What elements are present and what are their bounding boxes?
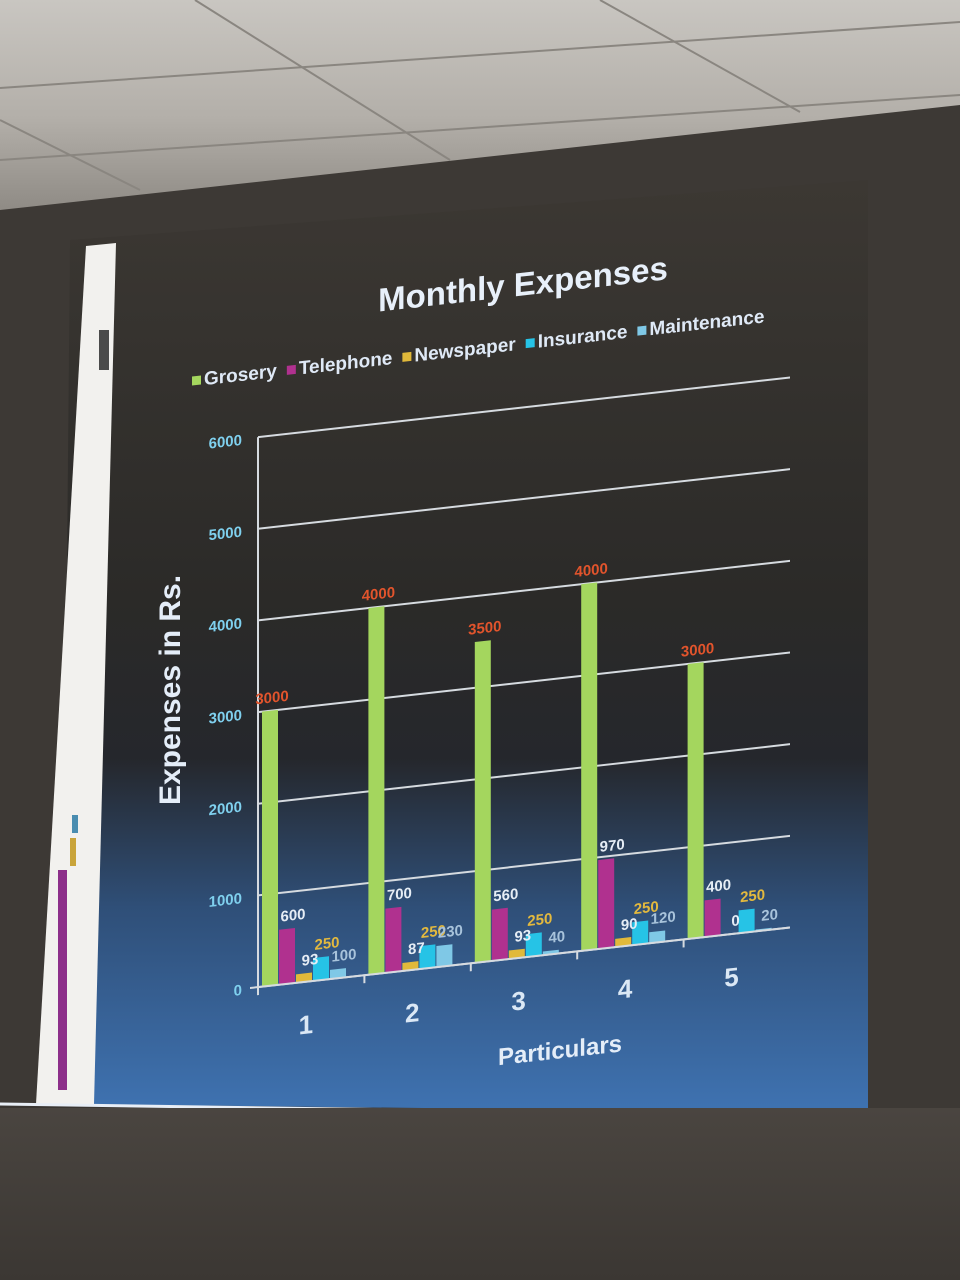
y-tick-label-6000: 6000 [209, 432, 242, 453]
value-labels: 3000600932501004000700872502303500560932… [255, 560, 778, 970]
legend-label-maintenance: Maintenance [649, 306, 764, 340]
value-label-insurance-2: 250 [421, 922, 446, 942]
bar-telephone-2 [385, 906, 402, 973]
value-label-insurance-4: 250 [634, 898, 659, 918]
legend-swatch-maintenance [637, 325, 647, 336]
legend-swatch-insurance [525, 338, 535, 349]
value-label-grosery-1: 3000 [255, 688, 288, 709]
legend-label-grosery: Grosery [204, 361, 277, 390]
gridline-6000 [258, 376, 790, 439]
x-axis-categories: 1 2 3 4 5 [250, 926, 790, 1041]
legend-swatch-telephone [286, 364, 296, 375]
bars [262, 582, 772, 987]
legend: Grosery Telephone Newspaper Insurance Mainte… [192, 306, 764, 390]
bar-grosery-4 [581, 582, 598, 951]
y-tick-label-3000: 3000 [209, 707, 242, 728]
value-label-maintenance-3: 40 [548, 928, 565, 947]
bar-telephone-1 [279, 927, 295, 985]
value-label-grosery-5: 3000 [681, 640, 714, 661]
value-label-telephone-2: 700 [387, 885, 412, 905]
value-label-maintenance-2: 230 [438, 922, 463, 942]
value-label-insurance-5: 250 [740, 886, 765, 906]
bar-grosery-1 [262, 709, 278, 987]
y-tick-label-5000: 5000 [209, 524, 242, 545]
legend-swatch-grosery [192, 375, 201, 386]
legend-label-insurance: Insurance [538, 322, 628, 353]
legend-label-telephone: Telephone [299, 348, 393, 379]
y-axis-title: Expenses in Rs. [154, 575, 187, 805]
x-axis-title: Particulars [498, 1030, 622, 1071]
bar-telephone-4 [598, 858, 615, 950]
gridline-2000 [258, 743, 790, 805]
bar-newspaper-2 [402, 961, 419, 971]
value-label-newspaper-2: 87 [408, 939, 425, 958]
bar-grosery-2 [368, 606, 385, 975]
value-label-newspaper-4: 90 [621, 915, 638, 934]
bar-maintenance-2 [436, 944, 453, 968]
value-label-grosery-4: 4000 [575, 560, 608, 581]
legend-swatch-newspaper [402, 351, 412, 362]
value-label-maintenance-5: 20 [761, 906, 778, 925]
value-label-newspaper-1: 93 [302, 951, 319, 970]
value-label-maintenance-1: 100 [331, 946, 356, 966]
bar-grosery-3 [474, 640, 491, 963]
bar-maintenance-1 [330, 968, 346, 980]
bar-newspaper-3 [508, 948, 525, 960]
bar-maintenance-4 [649, 930, 666, 944]
value-label-grosery-2: 4000 [362, 584, 395, 605]
x-category-label-1: 1 [299, 1009, 313, 1041]
y-tick-label-1000: 1000 [209, 890, 242, 911]
wall-below-screen [0, 1108, 960, 1280]
value-label-grosery-3: 3500 [468, 618, 501, 639]
y-tick-label-2000: 2000 [209, 799, 242, 820]
slide-side-strip [36, 243, 116, 1104]
chart-title: Monthly Expenses [378, 250, 668, 319]
bar-insurance-5 [738, 908, 755, 934]
gridline-3000 [258, 651, 790, 714]
value-label-telephone-4: 970 [600, 836, 625, 856]
gridlines [257, 376, 790, 989]
y-tick-label-4000: 4000 [209, 615, 242, 636]
x-category-label-5: 5 [724, 961, 738, 993]
gridline-4000 [258, 559, 790, 622]
ceiling-tile-grid [0, 0, 960, 191]
y-tick-label-0: 0 [234, 982, 242, 1000]
bar-insurance-4 [632, 920, 649, 946]
x-category-label-3: 3 [511, 985, 525, 1017]
bar-newspaper-4 [615, 937, 632, 948]
value-label-telephone-1: 600 [280, 906, 305, 926]
value-label-maintenance-4: 120 [651, 908, 676, 928]
bar-telephone-5 [704, 898, 721, 938]
value-label-telephone-3: 560 [493, 886, 518, 906]
value-label-newspaper-3: 93 [514, 927, 531, 946]
bar-insurance-1 [313, 956, 329, 981]
bar-insurance-3 [525, 932, 542, 958]
x-category-label-4: 4 [618, 973, 633, 1005]
bar-grosery-5 [687, 662, 704, 939]
gridline-5000 [258, 468, 790, 530]
x-axis-line [250, 926, 790, 990]
x-category-label-2: 2 [405, 997, 419, 1029]
value-label-insurance-3: 250 [527, 910, 552, 930]
bar-newspaper-1 [296, 972, 312, 983]
bar-insurance-2 [419, 944, 436, 970]
y-axis-ticks: 0 1000 2000 3000 4000 5000 6000 [209, 432, 242, 1000]
bar-telephone-3 [491, 907, 508, 961]
value-label-telephone-5: 400 [706, 876, 731, 896]
value-label-newspaper-5: 0 [731, 912, 739, 930]
legend-label-newspaper: Newspaper [414, 334, 516, 366]
value-label-insurance-1: 250 [314, 934, 339, 954]
